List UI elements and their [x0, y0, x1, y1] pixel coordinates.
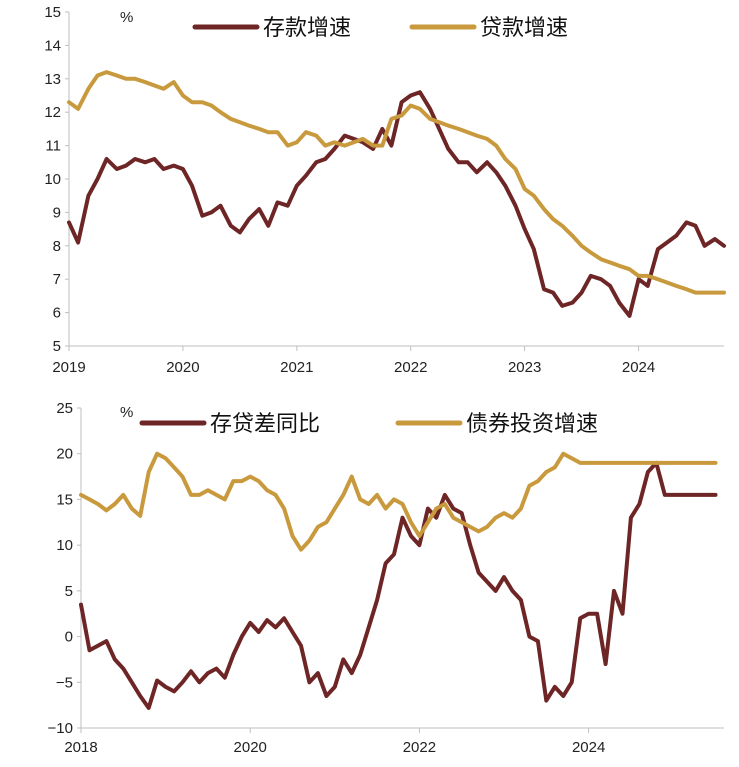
y-tick-label: 14	[44, 37, 61, 54]
y-tick-label: 25	[56, 400, 73, 417]
y-tick-label: 0	[65, 629, 73, 646]
y-tick-label: 9	[53, 204, 61, 221]
x-tick-label: 2023	[508, 359, 541, 376]
x-tick-label: 2020	[166, 359, 199, 376]
series-line-2	[67, 70, 726, 295]
x-tick-label: 2024	[622, 359, 655, 376]
legend-label-2: 债券投资增速	[466, 412, 598, 437]
series-line-1	[79, 460, 718, 710]
y-tick-label: 7	[53, 271, 61, 288]
unit-label: %	[120, 404, 133, 421]
unit-label: %	[120, 9, 133, 26]
legend-label-1: 存款增速	[263, 16, 351, 41]
y-tick-label: 10	[56, 537, 73, 554]
y-tick-label: 12	[44, 104, 61, 121]
x-tick-label: 2024	[572, 739, 605, 756]
x-tick-label: 2018	[64, 739, 97, 756]
y-tick-label: 13	[44, 71, 61, 88]
x-tick-label: 2022	[403, 739, 436, 756]
legend-label-1: 存贷差同比	[210, 412, 320, 437]
y-tick-label: 10	[44, 171, 61, 188]
y-tick-label: 11	[45, 138, 61, 155]
chart-top: 5 6 7 8 9 10 11 12 13 14 15 2019 2020 2021 2022 2023 202…	[44, 4, 726, 376]
x-tick-label: 2019	[52, 359, 85, 376]
x-tick-label: 2020	[234, 739, 267, 756]
y-tick-label: 5	[53, 338, 61, 355]
y-tick-label: −10	[48, 720, 73, 737]
x-tick-label: 2022	[394, 359, 427, 376]
series-line-2	[79, 451, 718, 552]
chart-bottom: −10 −5 0 5 10 15 20 25 2018 2020 2022 2024% 存贷差同比 债券投…	[48, 400, 724, 756]
y-tick-label: 15	[56, 491, 73, 508]
legend-label-2: 贷款增速	[480, 16, 568, 41]
y-tick-label: 8	[53, 238, 61, 255]
y-tick-label: 15	[44, 4, 61, 21]
x-tick-label: 2021	[280, 359, 313, 376]
y-tick-label: 6	[53, 305, 61, 322]
y-tick-label: 20	[56, 446, 73, 463]
y-tick-label: −5	[56, 674, 73, 691]
y-tick-label: 5	[65, 583, 73, 600]
series-line-1	[67, 90, 726, 318]
